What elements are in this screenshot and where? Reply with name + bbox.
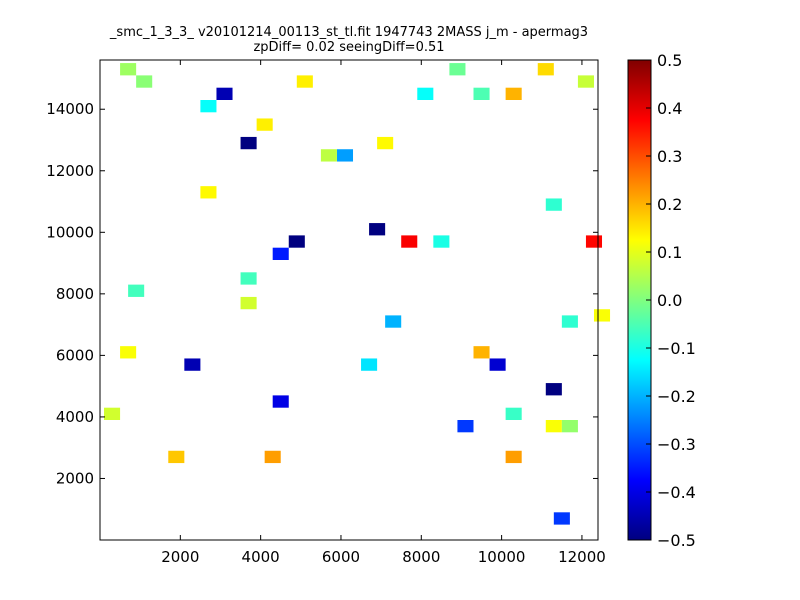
colorbar-tick-label: −0.3	[657, 435, 696, 454]
heatmap-cell	[545, 383, 562, 396]
heatmap-cell	[561, 420, 578, 433]
axes-frame	[99, 59, 599, 541]
chart-title: _smc_1_3_3_ v20101214_00113_st_tl.fit 19…	[109, 25, 589, 40]
heatmap-cell	[385, 315, 402, 328]
heatmap-cell	[216, 87, 233, 100]
y-axis-ticks: 2000 4000 6000 8000 10000 12000 14000	[46, 100, 598, 487]
y-tick-label: 4000	[56, 408, 94, 426]
heatmap-cell	[401, 235, 418, 248]
heatmap-cell	[120, 346, 137, 359]
heatmap-cell	[240, 296, 257, 310]
heatmap-cell	[505, 407, 522, 420]
colorbar-tick-label: 0.5	[657, 51, 682, 70]
colorbar-tick-label: −0.4	[657, 483, 696, 502]
colorbar-tick-label: −0.1	[657, 339, 696, 358]
heatmap-cell	[545, 420, 562, 433]
heatmap-cell	[104, 407, 121, 420]
heatmap-cell	[593, 309, 611, 322]
x-axis-ticks: 2000 4000 6000 8000 10000 12000	[161, 60, 606, 566]
colorbar-tick-label: −0.5	[657, 531, 696, 550]
heatmap-cell	[585, 235, 603, 248]
x-tick-label: 10000	[478, 548, 526, 566]
y-tick-label: 6000	[56, 346, 94, 364]
heatmap-cell	[473, 346, 490, 359]
heatmap-cell	[369, 223, 386, 236]
heatmap-cell	[200, 186, 217, 199]
heatmap-cell	[577, 75, 594, 88]
heatmap-cell	[288, 235, 305, 248]
heatmap-cell	[336, 149, 354, 162]
x-tick-label: 4000	[242, 548, 280, 566]
heatmap-cell	[433, 235, 450, 248]
heatmap-cell	[120, 63, 137, 76]
x-tick-label: 2000	[161, 548, 199, 566]
colorbar-tick-label: 0.4	[657, 99, 682, 118]
colorbar-tick-label: 0.3	[657, 147, 682, 166]
heatmap-cell	[449, 63, 466, 76]
x-tick-label: 12000	[558, 548, 606, 566]
heatmap-cell	[264, 450, 281, 464]
x-tick-label: 6000	[322, 548, 360, 566]
heatmap-cell	[320, 149, 337, 162]
heatmap-cell	[361, 358, 378, 371]
heatmap-cell	[537, 63, 554, 76]
heatmap-cell	[128, 284, 145, 297]
heatmap-cell	[256, 118, 273, 131]
colorbar-tick-label: 0.0	[657, 291, 682, 310]
heatmap-cell	[272, 247, 289, 260]
heatmap-cell	[457, 420, 474, 433]
heatmap-cell	[561, 315, 578, 328]
heatmap-cell	[296, 75, 313, 88]
heatmap-cell	[272, 395, 289, 408]
y-tick-label: 2000	[56, 469, 94, 487]
x-tick-label: 8000	[402, 548, 440, 566]
colorbar-tick-label: −0.2	[657, 387, 696, 406]
heatmap-cell	[184, 358, 201, 371]
heatmap-cell	[489, 358, 506, 371]
y-tick-label: 10000	[46, 223, 94, 241]
y-tick-label: 14000	[46, 100, 94, 118]
heatmap-cell	[200, 100, 217, 113]
heatmap-cell	[168, 450, 185, 464]
heatmap-cell	[473, 87, 490, 100]
heatmap-cell	[240, 136, 257, 150]
heatmap-cell	[553, 512, 570, 525]
heatmap-cell	[240, 272, 257, 285]
heatmap-cell	[505, 450, 522, 464]
y-tick-label: 12000	[46, 162, 94, 180]
colorbar-tick-label: 0.1	[657, 243, 682, 262]
heatmap-cell	[545, 198, 562, 211]
heatmap-cell	[377, 136, 394, 150]
colorbar-tick-label: 0.2	[657, 195, 682, 214]
heatmap-cells	[104, 63, 611, 525]
heatmap-cell	[136, 75, 153, 88]
heatmap-cell	[505, 87, 522, 100]
chart-subtitle: zpDiff= 0.02 seeingDiff=0.51	[253, 40, 445, 55]
heatmap-cell	[417, 87, 434, 100]
colorbar-ticks: −0.5 −0.4 −0.3 −0.2 −0.1 0.0 0.1 0.2 0.3 0.4 0.5	[646, 51, 696, 550]
y-tick-label: 8000	[56, 285, 94, 303]
